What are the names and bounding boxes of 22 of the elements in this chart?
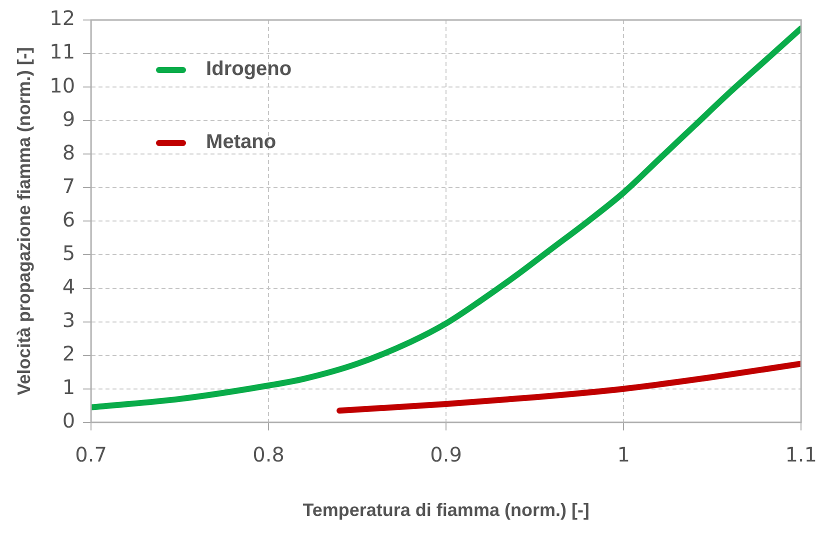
y-tick-label: 11 <box>50 40 76 64</box>
x-tick-label: 1 <box>617 442 630 467</box>
y-tick-label: 3 <box>62 308 76 332</box>
x-tick-label: 1.1 <box>785 442 818 467</box>
y-axis-title: Velocità propagazione fiamma (norm.) [-] <box>14 47 34 396</box>
y-tick-label: 10 <box>50 73 76 98</box>
x-tick-label: 0.8 <box>252 442 284 467</box>
x-axis-title: Temperatura di fiamma (norm.) [-] <box>302 500 590 520</box>
y-tick-label: 6 <box>62 207 76 232</box>
y-tick-label: 12 <box>50 6 76 30</box>
y-tick-label: 9 <box>62 106 76 131</box>
y-tick-label: 5 <box>62 240 76 265</box>
y-tick-label: 1 <box>62 375 76 400</box>
y-tick-label: 4 <box>62 274 76 298</box>
y-tick-label: 7 <box>62 174 76 198</box>
y-tick-label: 2 <box>62 342 76 366</box>
legend-label: Metano <box>206 131 276 154</box>
legend-label: Idrogeno <box>206 58 292 81</box>
y-tick-label: 0 <box>62 408 76 433</box>
x-tick-label: 0.9 <box>430 442 462 467</box>
y-tick-label: 8 <box>62 140 76 164</box>
x-tick-label: 0.7 <box>75 442 107 467</box>
